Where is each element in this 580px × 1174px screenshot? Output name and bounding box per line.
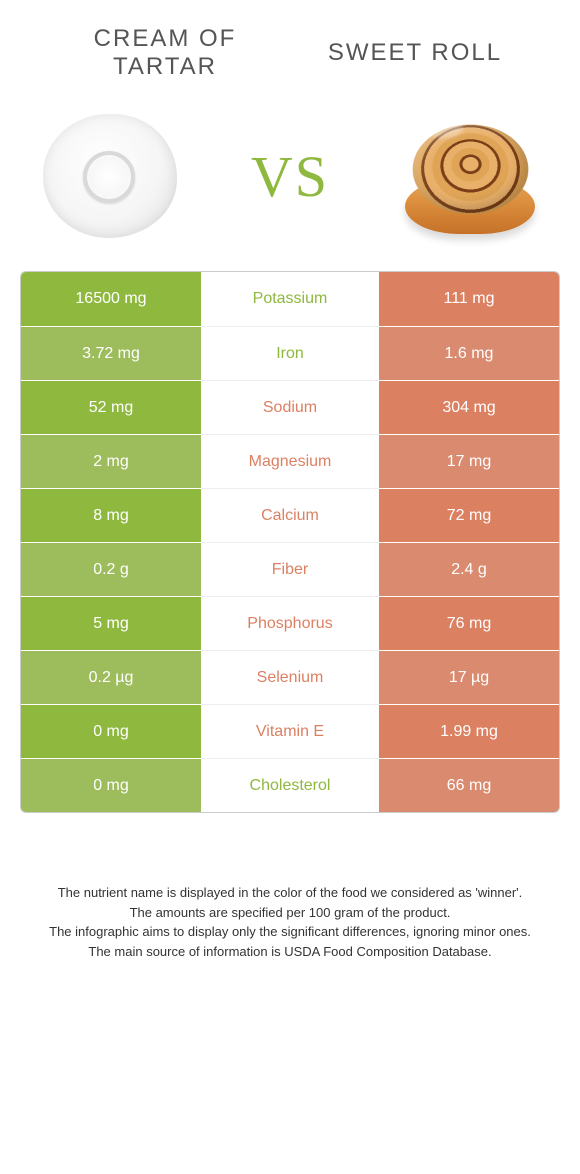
table-row: 0 mgCholesterol66 mg — [21, 758, 559, 812]
table-row: 2 mgMagnesium17 mg — [21, 434, 559, 488]
table-row: 16500 mgPotassium111 mg — [21, 272, 559, 326]
footnote-line: The main source of information is USDA F… — [30, 942, 550, 962]
nutrient-name: Vitamin E — [201, 704, 379, 758]
value-right: 111 mg — [379, 272, 559, 326]
nutrient-name: Iron — [201, 326, 379, 380]
value-right: 76 mg — [379, 596, 559, 650]
food-title-right: Sweet roll — [290, 39, 540, 67]
nutrient-name: Cholesterol — [201, 758, 379, 812]
value-right: 17 mg — [379, 434, 559, 488]
nutrient-name: Potassium — [201, 272, 379, 326]
images-row: VS — [0, 91, 580, 271]
vs-label: VS — [251, 143, 329, 210]
nutrient-name: Sodium — [201, 380, 379, 434]
value-right: 17 µg — [379, 650, 559, 704]
value-left: 0 mg — [21, 704, 201, 758]
value-right: 66 mg — [379, 758, 559, 812]
footnotes: The nutrient name is displayed in the co… — [0, 813, 580, 961]
nutrient-name: Calcium — [201, 488, 379, 542]
header: Cream of tartar Sweet roll — [0, 0, 580, 91]
nutrient-name: Fiber — [201, 542, 379, 596]
value-right: 1.99 mg — [379, 704, 559, 758]
food-image-right — [390, 101, 550, 251]
value-right: 72 mg — [379, 488, 559, 542]
table-row: 0.2 gFiber2.4 g — [21, 542, 559, 596]
nutrient-name: Selenium — [201, 650, 379, 704]
comparison-table: 16500 mgPotassium111 mg3.72 mgIron1.6 mg… — [20, 271, 560, 813]
value-left: 52 mg — [21, 380, 201, 434]
value-left: 0 mg — [21, 758, 201, 812]
table-row: 3.72 mgIron1.6 mg — [21, 326, 559, 380]
value-left: 3.72 mg — [21, 326, 201, 380]
table-row: 0 mgVitamin E1.99 mg — [21, 704, 559, 758]
value-left: 0.2 g — [21, 542, 201, 596]
table-row: 0.2 µgSelenium17 µg — [21, 650, 559, 704]
footnote-line: The nutrient name is displayed in the co… — [30, 883, 550, 903]
food-title-left: Cream of tartar — [40, 25, 290, 81]
food-image-left — [30, 101, 190, 251]
value-left: 0.2 µg — [21, 650, 201, 704]
footnote-line: The infographic aims to display only the… — [30, 922, 550, 942]
nutrient-name: Magnesium — [201, 434, 379, 488]
value-left: 16500 mg — [21, 272, 201, 326]
table-row: 5 mgPhosphorus76 mg — [21, 596, 559, 650]
value-right: 2.4 g — [379, 542, 559, 596]
value-left: 5 mg — [21, 596, 201, 650]
value-left: 8 mg — [21, 488, 201, 542]
footnote-line: The amounts are specified per 100 gram o… — [30, 903, 550, 923]
value-left: 2 mg — [21, 434, 201, 488]
value-right: 1.6 mg — [379, 326, 559, 380]
table-row: 52 mgSodium304 mg — [21, 380, 559, 434]
table-row: 8 mgCalcium72 mg — [21, 488, 559, 542]
value-right: 304 mg — [379, 380, 559, 434]
nutrient-name: Phosphorus — [201, 596, 379, 650]
